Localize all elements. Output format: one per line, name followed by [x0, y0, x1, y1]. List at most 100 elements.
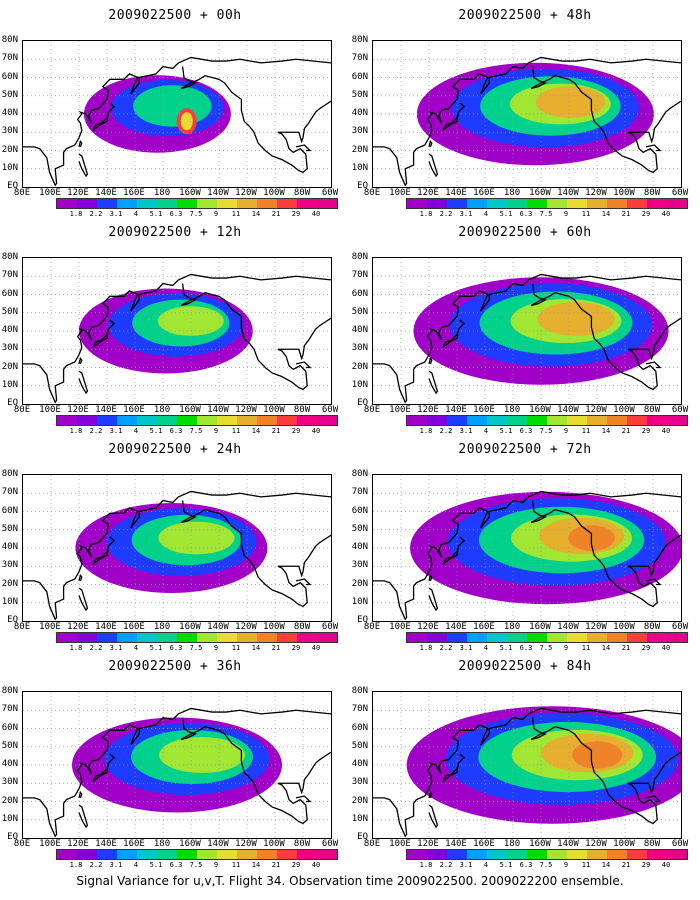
colorbar-swatch — [587, 850, 607, 859]
colorbar-swatch — [527, 199, 547, 208]
latitude-label: 80N — [351, 252, 368, 262]
map-plot — [22, 691, 332, 839]
coastline — [530, 283, 681, 391]
colorbar-swatch — [157, 199, 177, 208]
colorbar-tick-label: 21 — [621, 210, 631, 218]
longitude-label: 120E — [67, 622, 89, 632]
colorbar-tick-label: 3.1 — [109, 861, 123, 869]
colorbar-swatch — [57, 199, 77, 208]
longitude-label: 180 — [503, 188, 521, 198]
coastline — [180, 66, 331, 174]
colorbar-tick-label: 2.2 — [439, 210, 453, 218]
longitude-label: 100W — [263, 839, 285, 849]
colorbar-swatch — [57, 850, 77, 859]
latitude-label: 20N — [1, 144, 18, 155]
colorbar-tick-label: 29 — [641, 427, 651, 435]
map-panel: 2009022500 + 12h 80N 70N 60N 50N 40N 30N 20N 10N… — [0, 217, 350, 437]
colorbar-swatch — [297, 633, 317, 642]
coastline — [428, 790, 433, 799]
coastline — [180, 283, 331, 391]
latitude-label: 80N — [1, 686, 18, 696]
variance-field — [23, 692, 331, 838]
latitude-label: 40N — [351, 759, 368, 769]
colorbar-tick-label: 7.5 — [539, 427, 553, 435]
coastline — [92, 536, 115, 565]
colorbar-swatch — [137, 850, 157, 859]
latitude-label: 10N — [351, 162, 368, 173]
colorbar-swatch — [467, 199, 487, 208]
coastline — [373, 490, 681, 621]
colorbar-swatch — [567, 416, 587, 425]
longitude-label: 120E — [417, 839, 439, 849]
colorbar-tick-label: 7.5 — [189, 644, 203, 652]
longitude-label: 140E — [445, 622, 467, 632]
panel-title: 2009022500 + 60h — [458, 225, 592, 240]
latitude-label: 50N — [351, 306, 368, 317]
longitude-label: 120E — [417, 405, 439, 415]
variance-field — [373, 475, 681, 621]
colorbar-tick-label: 2.2 — [89, 861, 103, 869]
latitude-label: 10N — [1, 596, 18, 607]
latitude-label: EQ — [357, 832, 368, 842]
colorbar-tick-label: 40 — [661, 210, 671, 218]
colorbar-swatch — [667, 416, 687, 425]
colorbar-tick-label: 4 — [483, 427, 489, 435]
colorbar-tick-label: 9 — [563, 644, 569, 652]
colorbar-tick-label: 11 — [581, 427, 591, 435]
colorbar-swatch — [407, 850, 427, 859]
latitude-label: 60N — [1, 722, 18, 733]
latitude-label: 30N — [351, 343, 368, 354]
colorbar-swatch — [77, 633, 97, 642]
longitude-label: 160W — [179, 839, 201, 849]
colorbar-tick-label: 21 — [271, 861, 281, 869]
latitude-label: 60N — [351, 505, 368, 516]
colorbar — [56, 198, 338, 209]
longitude-label: 180 — [153, 839, 171, 849]
colorbar-swatch — [77, 850, 97, 859]
longitude-label: 80E — [363, 405, 381, 415]
coastline — [442, 536, 465, 565]
colorbar-swatch — [237, 199, 257, 208]
colorbar-tick-label: 14 — [251, 861, 261, 869]
latitude-label: 80N — [1, 469, 18, 479]
colorbar-tick-label: 3.1 — [109, 210, 123, 218]
longitude-label: 80E — [13, 622, 31, 632]
latitude-label: 60N — [351, 722, 368, 733]
colorbar-swatch — [647, 850, 667, 859]
coastline — [78, 804, 89, 829]
colorbar-swatch — [627, 199, 647, 208]
longitude-label: 60W — [671, 839, 689, 849]
latitude-label: 80N — [351, 686, 368, 696]
colorbar — [406, 632, 688, 643]
colorbar-swatch — [547, 199, 567, 208]
contour-level — [180, 112, 193, 131]
colorbar-tick-label: 5.1 — [499, 210, 513, 218]
colorbar-tick-label: 1.8 — [69, 861, 83, 869]
longitude-label: 140W — [207, 622, 229, 632]
colorbar-tick-label: 5.1 — [149, 861, 163, 869]
longitude-label: 180 — [503, 405, 521, 415]
colorbar-swatch — [567, 633, 587, 642]
latitude-label: 80N — [351, 469, 368, 479]
latitude-label: 40N — [1, 542, 18, 552]
colorbar-swatch — [587, 416, 607, 425]
coastline — [78, 356, 83, 365]
map-plot — [22, 40, 332, 188]
longitude-label: 100W — [613, 839, 635, 849]
longitude-label: 160E — [473, 839, 495, 849]
colorbar-swatch — [667, 633, 687, 642]
colorbar-swatch — [317, 199, 337, 208]
colorbar-swatch — [217, 416, 237, 425]
colorbar-swatch — [627, 850, 647, 859]
colorbar-swatch — [507, 850, 527, 859]
map-plot — [372, 257, 682, 405]
colorbar-swatch — [427, 633, 447, 642]
colorbar-tick-label: 9 — [213, 644, 219, 652]
contour-level — [159, 737, 245, 773]
latitude-label: 40N — [1, 759, 18, 769]
latitude-label: EQ — [357, 181, 368, 191]
latitude-label: 30N — [351, 777, 368, 788]
panel-title: 2009022500 + 48h — [458, 8, 592, 23]
colorbar-swatch — [257, 416, 277, 425]
colorbar-tick-label: 6.3 — [519, 210, 533, 218]
